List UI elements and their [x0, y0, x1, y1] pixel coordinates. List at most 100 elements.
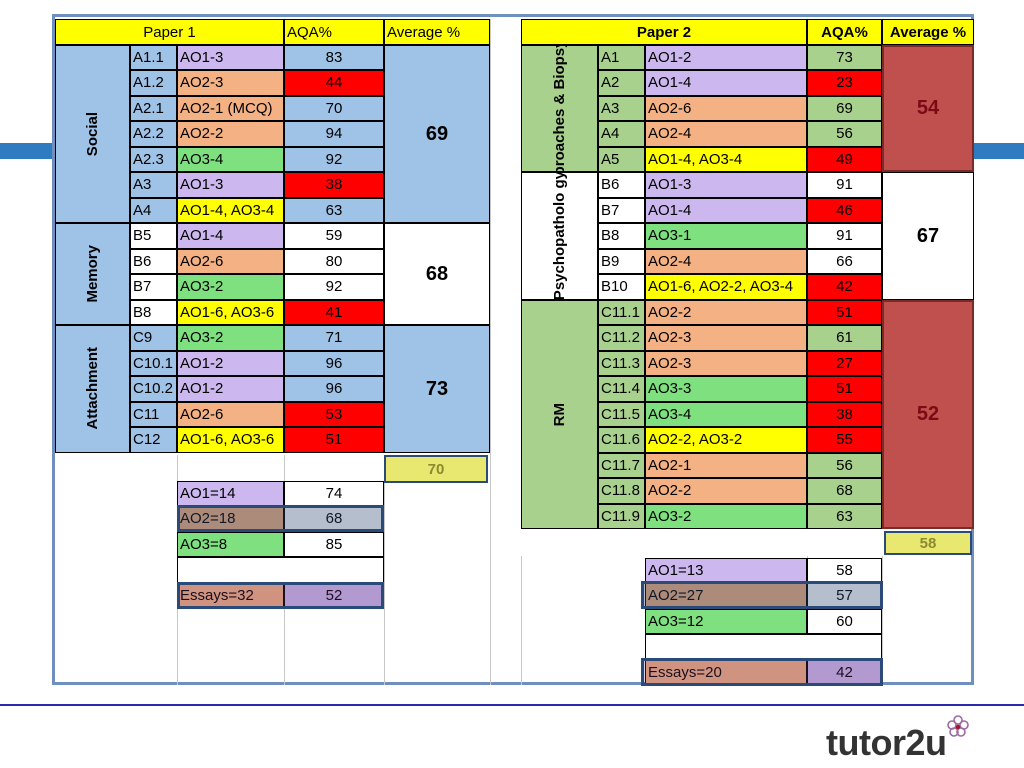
paper2-section-psychopathology: Psychopatholo gy — [521, 172, 598, 300]
paper1-summary-value: 74 — [284, 481, 384, 506]
paper2-section-rm-label: RM — [550, 402, 568, 426]
paper2-question-cell: B10 — [598, 274, 645, 300]
paper2-average-approaches: 54 — [882, 44, 974, 172]
paper1-score-cell: 63 — [284, 197, 384, 223]
paper2-question-cell: C11.7 — [598, 452, 645, 478]
paper1-ao-cell: AO3-2 — [177, 325, 284, 351]
paper2-average-rm: 52 — [882, 299, 974, 529]
paper2-summary-label: AO3=12 — [645, 609, 807, 634]
paper1-question-cell: B5 — [130, 223, 177, 249]
paper2-ao-cell: AO3-3 — [645, 376, 807, 402]
paper2-score-cell: 69 — [807, 95, 882, 121]
paper2-score-cell: 63 — [807, 503, 882, 529]
paper2-score-cell: 51 — [807, 299, 882, 325]
paper1-section-attachment: Attachment — [55, 325, 130, 453]
paper1-summary-label: AO3=8 — [177, 532, 284, 557]
paper2-ao-cell: AO2-4 — [645, 121, 807, 147]
paper1-question-cell: A2.2 — [130, 121, 177, 147]
paper2-question-cell: C11.2 — [598, 325, 645, 351]
paper1-ao-cell: AO2-6 — [177, 248, 284, 274]
tutor2u-logo: tutor2u — [826, 722, 947, 764]
accent-band-left — [0, 143, 52, 159]
paper2-section-psychopathology-label: Psychopatholo gy — [550, 172, 568, 300]
paper2-ao-cell: AO2-2 — [645, 299, 807, 325]
paper1-ao-cell: AO2-1 (MCQ) — [177, 95, 284, 121]
paper2-ao-cell: AO1-4, AO3-4 — [645, 146, 807, 172]
paper1-score-cell: 92 — [284, 274, 384, 300]
paper2-score-cell: 56 — [807, 121, 882, 147]
paper2-score-cell: 42 — [807, 274, 882, 300]
paper2-question-cell: C11.5 — [598, 401, 645, 427]
paper1-section-social-label: Social — [83, 111, 101, 156]
paper1-section-social: Social — [55, 44, 130, 223]
paper2-question-cell: B7 — [598, 197, 645, 223]
grid-line — [384, 455, 385, 685]
paper1-ao-cell: AO3-4 — [177, 146, 284, 172]
paper2-summary-label: Essays=20 — [645, 660, 807, 685]
paper1-score-cell: 94 — [284, 121, 384, 147]
paper2-ao-cell: AO3-2 — [645, 503, 807, 529]
paper1-ao2-highlight — [177, 505, 384, 532]
paper1-question-cell: C12 — [130, 427, 177, 453]
paper1-average-attachment: 73 — [384, 325, 490, 453]
paper2-question-cell: C11.9 — [598, 503, 645, 529]
paper1-essays-highlight — [177, 582, 384, 609]
paper2-average-psychopathology: 67 — [882, 172, 974, 300]
paper2-score-cell: 55 — [807, 427, 882, 453]
paper1-summary-value: 68 — [284, 506, 384, 531]
paper2-ao-cell: AO3-4 — [645, 401, 807, 427]
paper2-question-cell: B8 — [598, 223, 645, 249]
paper1-ao-cell: AO1-3 — [177, 44, 284, 70]
paper2-ao-cell: AO1-6, AO2-2, AO3-4 — [645, 274, 807, 300]
paper2-summary-label: AO2=27 — [645, 583, 807, 608]
flower-icon — [947, 715, 969, 737]
paper1-title: Paper 1 — [55, 19, 284, 45]
paper2-question-cell: B6 — [598, 172, 645, 198]
paper2-ao-cell: AO3-1 — [645, 223, 807, 249]
paper2-overall-average: 58 — [884, 531, 972, 555]
paper1-section-attachment-label: Attachment — [83, 347, 101, 430]
paper2-average-header: Average % — [882, 19, 974, 45]
paper2-section-approaches: Approaches & Biopsych — [521, 44, 598, 172]
paper1-summary-blank — [177, 557, 384, 583]
paper2-ao-cell: AO1-4 — [645, 70, 807, 96]
paper1-section-memory: Memory — [55, 223, 130, 325]
paper1-ao-cell: AO1-3 — [177, 172, 284, 198]
paper1-summary-label: AO1=14 — [177, 481, 284, 506]
paper1-score-cell: 71 — [284, 325, 384, 351]
paper2-ao-cell: AO1-4 — [645, 197, 807, 223]
paper1-ao-cell: AO1-4 — [177, 223, 284, 249]
paper1-summary-label: AO2=18 — [177, 506, 284, 531]
paper2-ao-cell: AO1-2 — [645, 44, 807, 70]
paper2-aqa-header: AQA% — [807, 19, 882, 45]
paper1-score-cell: 53 — [284, 401, 384, 427]
paper2-score-cell: 61 — [807, 325, 882, 351]
paper2-summary-blank — [645, 634, 882, 660]
paper2-summary-value: 60 — [807, 609, 882, 634]
paper1-ao-cell: AO3-2 — [177, 274, 284, 300]
paper2-score-cell: 51 — [807, 376, 882, 402]
paper2-ao-cell: AO2-2, AO3-2 — [645, 427, 807, 453]
paper2-summary-label: AO1=13 — [645, 558, 807, 583]
paper1-score-cell: 51 — [284, 427, 384, 453]
paper1-question-cell: A1.2 — [130, 70, 177, 96]
paper2-question-cell: A1 — [598, 44, 645, 70]
paper2-ao-cell: AO1-3 — [645, 172, 807, 198]
paper1-average-social: 69 — [384, 44, 490, 223]
paper2-score-cell: 73 — [807, 44, 882, 70]
paper1-ao-cell: AO1-6, AO3-6 — [177, 427, 284, 453]
paper2-title: Paper 2 — [521, 19, 807, 45]
paper2-ao2-highlight — [641, 581, 883, 609]
paper1-score-cell: 96 — [284, 376, 384, 402]
paper1-ao-cell: AO1-2 — [177, 350, 284, 376]
footer-divider — [0, 704, 1024, 706]
paper1-score-cell: 83 — [284, 44, 384, 70]
paper1-score-cell: 70 — [284, 95, 384, 121]
paper1-question-cell: C11 — [130, 401, 177, 427]
paper1-question-cell: B7 — [130, 274, 177, 300]
paper2-score-cell: 49 — [807, 146, 882, 172]
paper1-aqa-header: AQA% — [284, 19, 384, 45]
grid-line — [882, 556, 883, 685]
paper2-ao-cell: AO2-3 — [645, 350, 807, 376]
paper1-question-cell: A3 — [130, 172, 177, 198]
